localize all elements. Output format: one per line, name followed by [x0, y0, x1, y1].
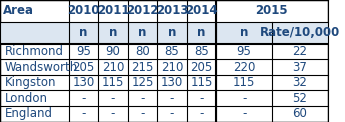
Text: 85: 85	[165, 45, 179, 58]
Text: 125: 125	[131, 76, 154, 89]
Text: England: England	[5, 107, 53, 120]
Text: 22: 22	[292, 45, 307, 58]
Text: Area: Area	[3, 4, 34, 17]
FancyBboxPatch shape	[0, 22, 328, 44]
Text: 2013: 2013	[156, 4, 188, 17]
Text: -: -	[199, 107, 204, 120]
Text: 2011: 2011	[97, 4, 129, 17]
Text: -: -	[199, 92, 204, 105]
Text: n: n	[138, 26, 147, 39]
Text: 115: 115	[190, 76, 213, 89]
Text: London: London	[5, 92, 48, 105]
Text: 37: 37	[292, 61, 307, 74]
Text: -: -	[140, 107, 145, 120]
Text: 95: 95	[237, 45, 252, 58]
Text: 60: 60	[292, 107, 307, 120]
Text: 220: 220	[233, 61, 255, 74]
Text: 2014: 2014	[185, 4, 218, 17]
Text: 115: 115	[233, 76, 255, 89]
Text: -: -	[81, 107, 86, 120]
Text: 210: 210	[102, 61, 124, 74]
Text: 2015: 2015	[256, 4, 288, 17]
Text: 130: 130	[161, 76, 183, 89]
Text: 52: 52	[292, 92, 307, 105]
Text: -: -	[170, 107, 174, 120]
Text: 80: 80	[135, 45, 150, 58]
Text: -: -	[242, 92, 246, 105]
Text: n: n	[240, 26, 248, 39]
Text: Kingston: Kingston	[5, 76, 57, 89]
Text: n: n	[168, 26, 176, 39]
Text: -: -	[111, 92, 115, 105]
Text: n: n	[109, 26, 117, 39]
Text: 32: 32	[292, 76, 307, 89]
Text: 90: 90	[106, 45, 120, 58]
Text: -: -	[242, 107, 246, 120]
FancyBboxPatch shape	[0, 22, 328, 44]
Text: n: n	[197, 26, 206, 39]
Text: n: n	[79, 26, 88, 39]
Text: 95: 95	[76, 45, 91, 58]
Text: Richmond: Richmond	[5, 45, 64, 58]
Text: -: -	[81, 92, 86, 105]
Text: 2012: 2012	[126, 4, 159, 17]
Text: 2010: 2010	[67, 4, 100, 17]
FancyBboxPatch shape	[0, 0, 328, 122]
Text: -: -	[111, 107, 115, 120]
Text: 85: 85	[194, 45, 209, 58]
Text: Rate/10,000: Rate/10,000	[260, 26, 340, 39]
Text: 205: 205	[190, 61, 213, 74]
Text: 130: 130	[72, 76, 95, 89]
Text: -: -	[170, 92, 174, 105]
Text: 215: 215	[131, 61, 154, 74]
Text: -: -	[140, 92, 145, 105]
Text: 115: 115	[102, 76, 124, 89]
Text: Wandsworth: Wandsworth	[5, 61, 78, 74]
Text: 210: 210	[161, 61, 183, 74]
Text: 205: 205	[72, 61, 95, 74]
